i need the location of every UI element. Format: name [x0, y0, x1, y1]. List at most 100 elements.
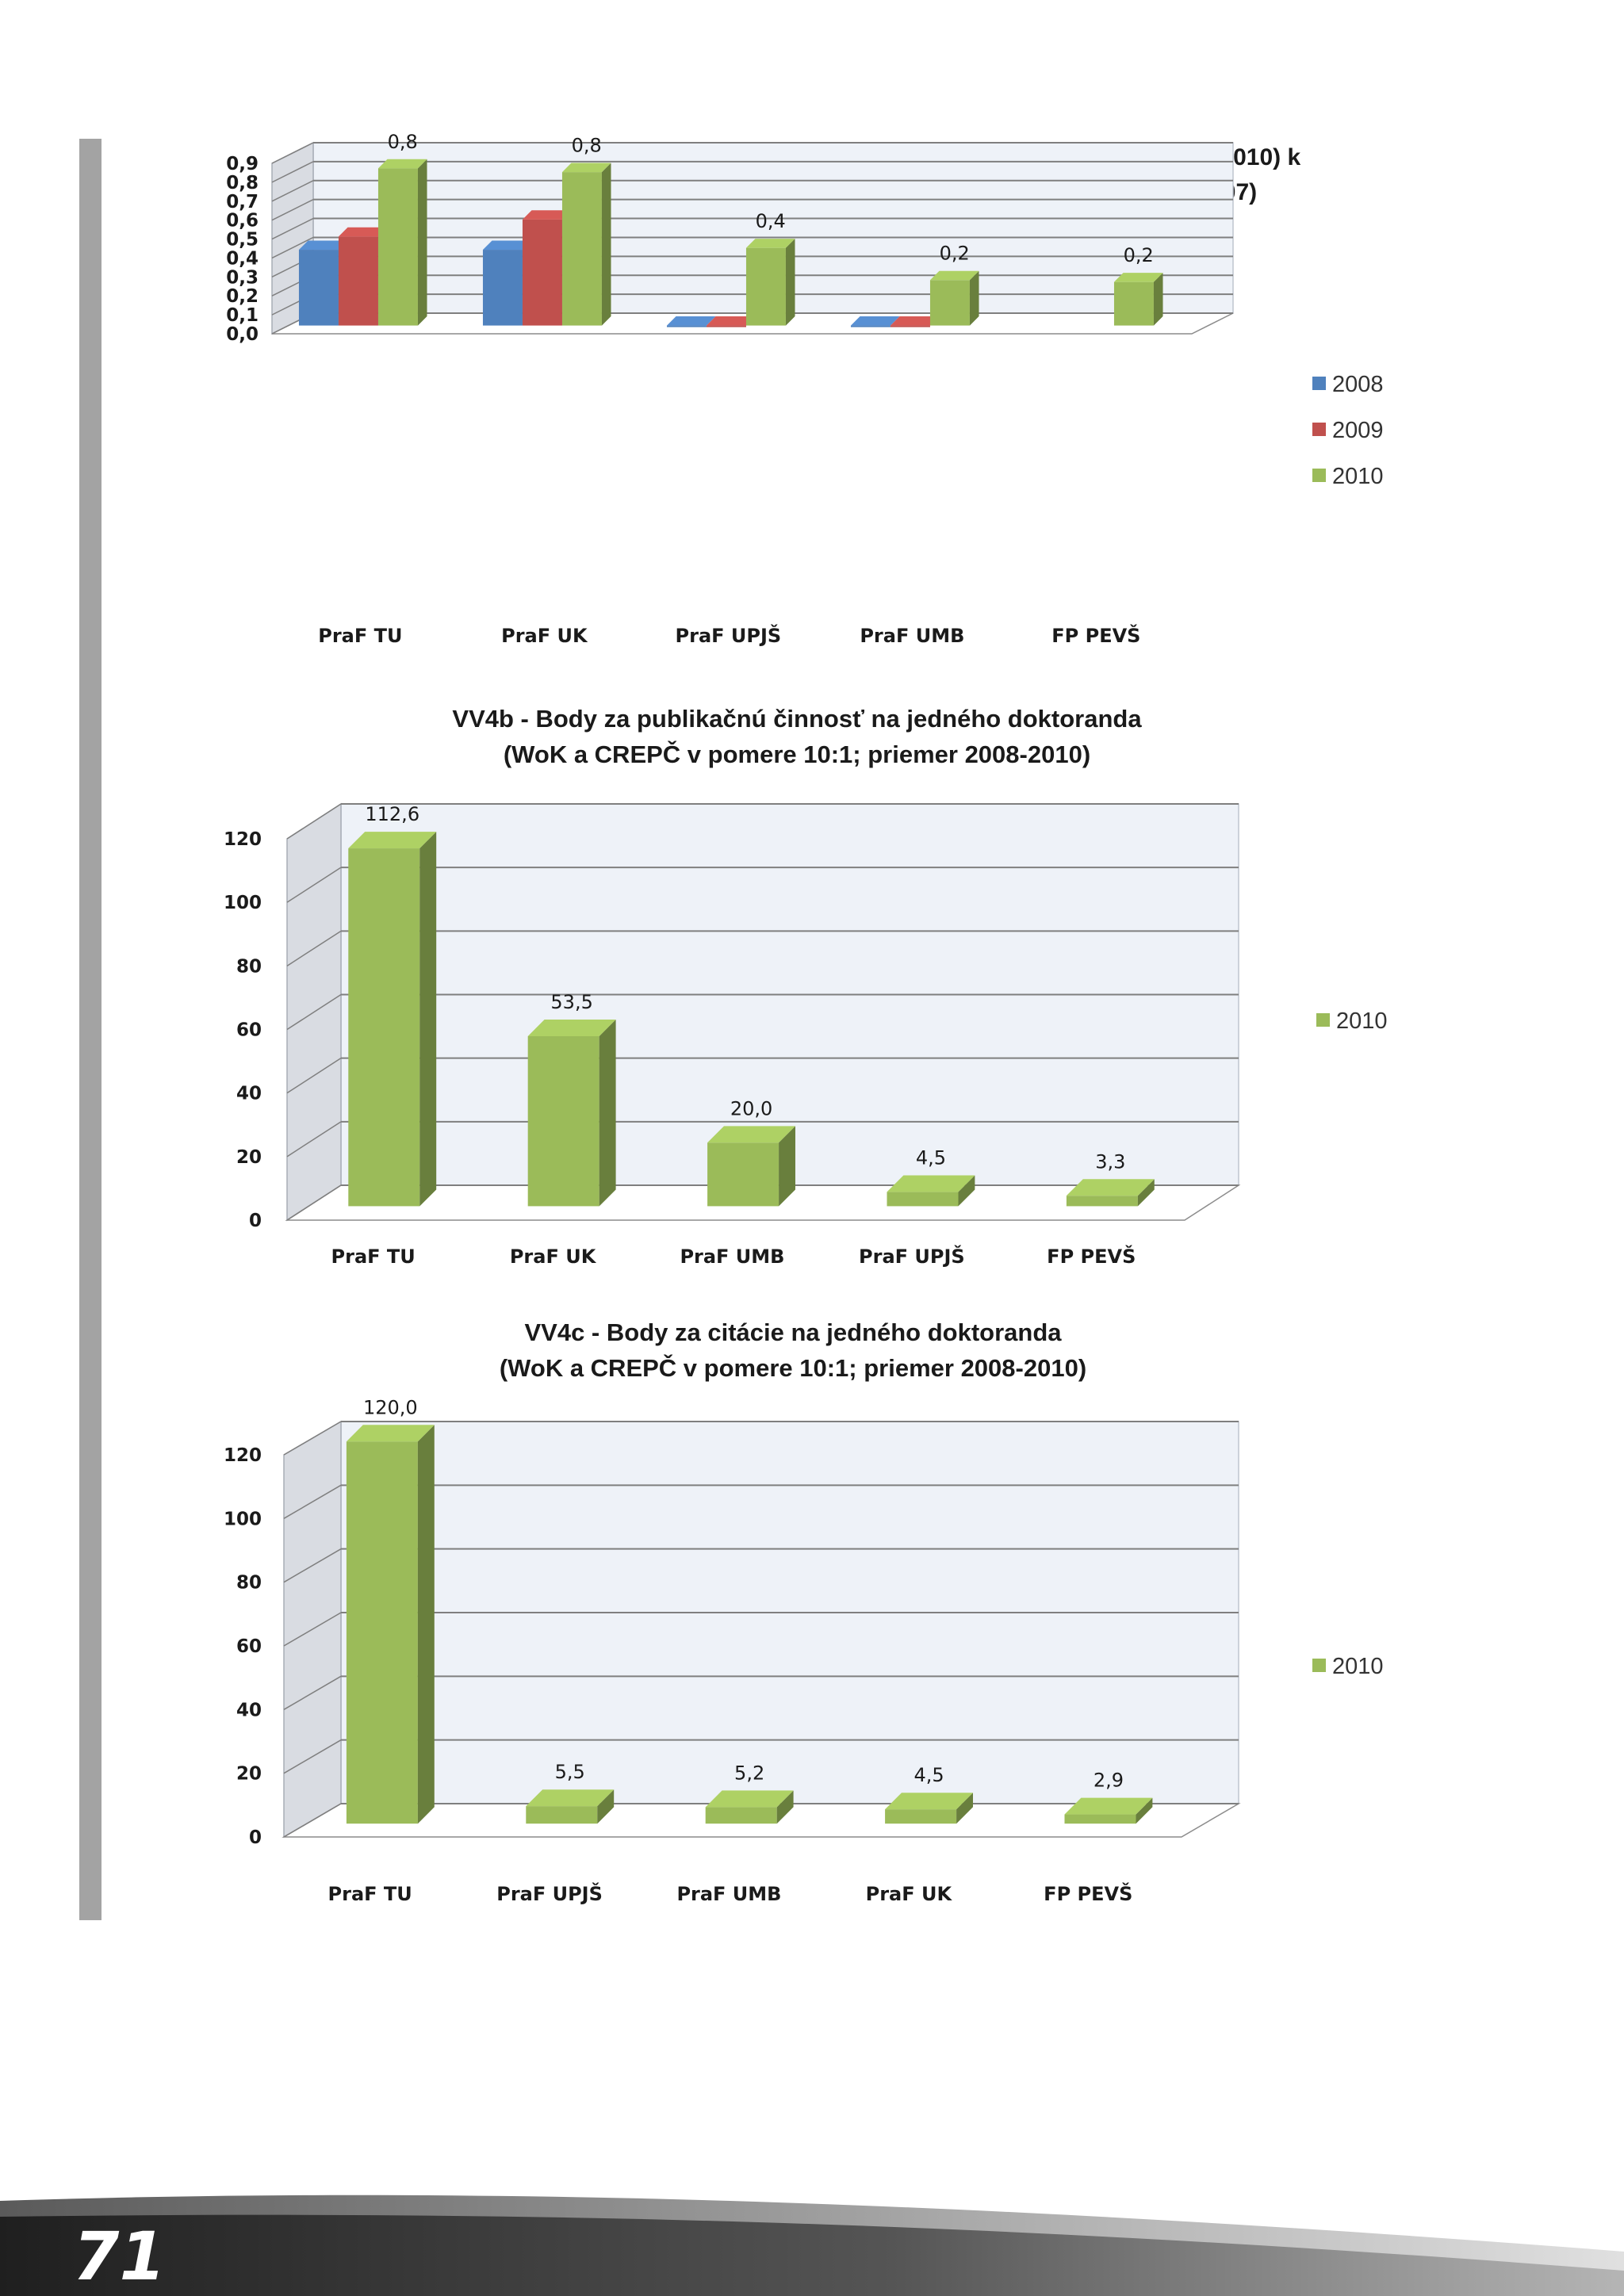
y-tick-label: 20	[236, 1764, 262, 1785]
bar-2008-1	[482, 250, 523, 326]
bar-side-2010-2	[776, 1790, 794, 1824]
y-tick-label: 80	[236, 1573, 262, 1594]
bar-2010-1	[561, 172, 602, 326]
chart-vv4a: VV4a - Pomer počtu absolventov doktorand…	[226, 131, 1383, 647]
bar-top-2010-0	[346, 1425, 435, 1442]
y-tick-label: 0,8	[226, 173, 259, 193]
y-tick-label: 120	[224, 1445, 262, 1466]
bar-top-2010-1	[527, 1020, 616, 1036]
y-tick-label: 0,4	[226, 248, 259, 269]
bar-top-2010-2	[705, 1790, 794, 1808]
gridline-side	[271, 217, 314, 240]
chart-title: VV4b - Body za publikačnú činnosť na jed…	[452, 705, 1142, 733]
gridline-side	[271, 198, 314, 221]
gridline-side	[271, 142, 314, 164]
bar-2010-2	[707, 1142, 779, 1207]
y-tick-label: 0	[249, 1211, 262, 1231]
x-category-label: PraF TU	[331, 1246, 416, 1268]
gridline-side	[283, 1612, 342, 1647]
bar-top-2010-4	[1113, 273, 1163, 282]
legend-swatch-2009	[1312, 423, 1326, 436]
bar-top-2010-1	[526, 1789, 615, 1807]
y-tick-label: 0,0	[226, 324, 259, 345]
x-category-label: PraF UPJŠ	[496, 1881, 603, 1905]
gridline-side	[286, 867, 342, 903]
data-label: 2,9	[1094, 1770, 1124, 1792]
chart-vv4b: VV4b - Body za publikačnú činnosť na jed…	[224, 705, 1388, 1268]
y-tick-label: 0	[249, 1827, 262, 1848]
bar-2008-3	[850, 325, 891, 327]
gridline-side	[283, 1803, 342, 1838]
data-label: 0,8	[572, 135, 602, 157]
bar-2010-0	[377, 168, 418, 326]
gridline-side	[283, 1548, 342, 1583]
gridline-side	[286, 1184, 342, 1221]
bar-side-2010-4	[1136, 1797, 1153, 1824]
x-category-label: PraF UPJŠ	[676, 623, 782, 647]
data-label: 0,2	[1124, 244, 1154, 266]
bar-2009-1	[522, 219, 562, 326]
bar-top-2010-1	[561, 163, 611, 173]
gridline-side	[286, 1121, 342, 1158]
data-label: 0,8	[388, 131, 418, 153]
bar-2010-4	[1113, 281, 1154, 326]
bar-2008-0	[298, 250, 339, 326]
data-label: 3,3	[1095, 1150, 1125, 1173]
data-label: 20,0	[730, 1097, 772, 1119]
y-tick-label: 0,9	[226, 154, 259, 174]
bar-2010-3	[885, 1809, 957, 1824]
y-tick-label: 100	[224, 893, 262, 913]
bar-side-2010-3	[956, 1793, 973, 1824]
bar-2010-0	[346, 1441, 418, 1824]
bar-side-2010-0	[419, 832, 437, 1207]
bar-top-2010-4	[1064, 1797, 1153, 1815]
bar-top-2010-3	[929, 270, 979, 281]
bar-top-2008-3	[850, 316, 900, 326]
bar-top-2010-3	[885, 1793, 973, 1810]
y-tick-label: 0,7	[226, 192, 259, 212]
bar-side-2010-0	[417, 159, 427, 326]
y-tick-label: 0,6	[226, 211, 259, 232]
legend-label-2010: 2010	[1332, 1654, 1384, 1679]
x-category-label: PraF UMB	[680, 1246, 784, 1268]
data-label: 53,5	[550, 991, 592, 1013]
gridline-side	[283, 1675, 342, 1710]
bar-2010-0	[348, 848, 420, 1207]
y-tick-label: 0,2	[226, 286, 259, 307]
chart-vv4c: VV4c - Body za citácie na jedného doktor…	[224, 1318, 1384, 1905]
charts-container: VV4a - Pomer počtu absolventov doktorand…	[224, 131, 1388, 1905]
bar-side-2010-4	[1137, 1179, 1155, 1207]
gridline-side	[286, 803, 342, 840]
bar-2010-3	[887, 1192, 959, 1207]
bar-side-2010-4	[1153, 273, 1163, 326]
bar-top-2009-2	[706, 316, 756, 326]
bar-top-2009-3	[890, 316, 940, 326]
y-tick-label: 60	[236, 1020, 262, 1041]
bar-2009-0	[338, 236, 378, 326]
y-tick-label: 0,5	[226, 230, 259, 251]
x-category-label: PraF UK	[510, 1246, 597, 1268]
bar-top-2008-2	[666, 316, 716, 326]
bar-2010-1	[527, 1035, 599, 1207]
x-category-label: FP PEVŠ	[1044, 1881, 1132, 1905]
bar-top-2010-2	[745, 239, 795, 248]
y-tick-label: 20	[236, 1147, 262, 1168]
gridline-side	[283, 1484, 342, 1519]
x-category-label: PraF UMB	[860, 625, 964, 647]
y-tick-label: 60	[236, 1636, 262, 1657]
bar-side-2010-1	[597, 1789, 615, 1824]
y-tick-label: 40	[236, 1084, 262, 1104]
legend-swatch-2008	[1312, 377, 1326, 390]
x-category-label: PraF UMB	[676, 1883, 781, 1905]
y-tick-label: 40	[236, 1700, 262, 1720]
bar-2010-2	[745, 247, 786, 326]
chart-subtitle: (WoK a CREPČ v pomere 10:1; priemer 2008…	[500, 1353, 1086, 1382]
y-tick-label: 0,1	[226, 305, 259, 326]
bar-2010-1	[526, 1806, 598, 1824]
bar-2009-3	[890, 325, 930, 327]
bar-top-2009-1	[522, 210, 572, 220]
bar-top-2010-0	[377, 159, 427, 169]
data-label: 5,2	[734, 1762, 764, 1784]
bar-side-2010-3	[958, 1175, 975, 1207]
x-category-label: FP PEVŠ	[1051, 623, 1140, 647]
